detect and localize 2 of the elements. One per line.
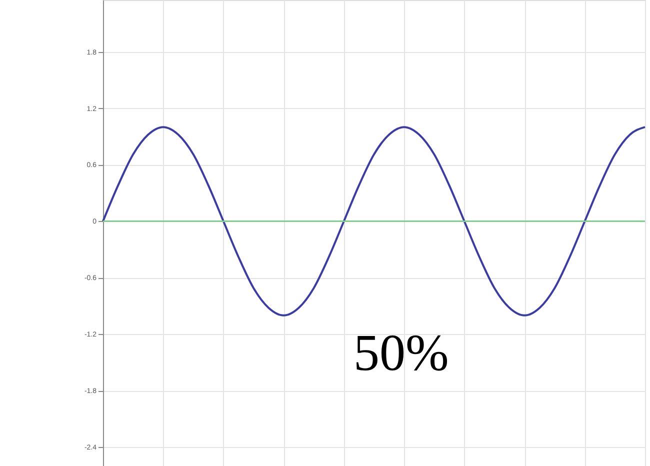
annotation: 50%: [353, 325, 449, 382]
line-series: [102, 126, 646, 316]
